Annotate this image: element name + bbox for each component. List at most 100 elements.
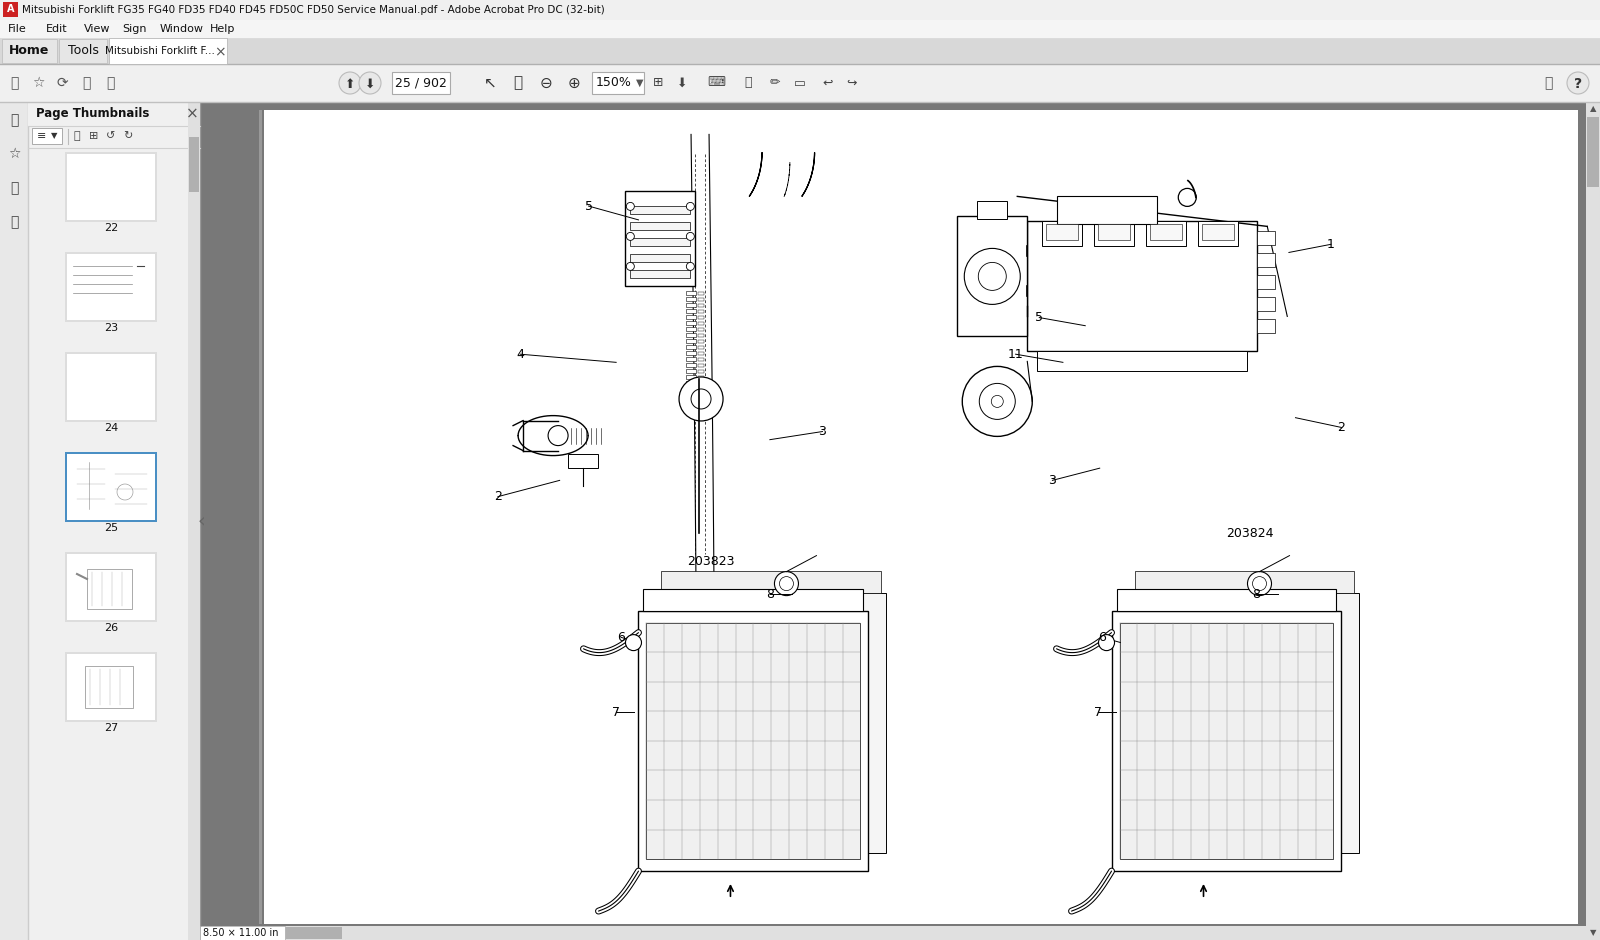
Text: 💬: 💬 (1544, 76, 1552, 90)
Circle shape (779, 576, 794, 590)
Bar (698, 358, 704, 361)
Circle shape (358, 72, 381, 94)
Text: ☆: ☆ (32, 76, 45, 90)
Bar (1042, 222, 1082, 246)
Text: ⊕: ⊕ (568, 75, 581, 90)
Bar (2, 39, 58, 63)
Text: Home: Home (10, 44, 50, 57)
Text: ✏: ✏ (770, 76, 781, 89)
Bar (686, 291, 696, 295)
Bar (1146, 222, 1186, 246)
Bar (67, 154, 155, 220)
Circle shape (978, 262, 1006, 290)
Text: ▲: ▲ (1590, 104, 1597, 114)
Bar (1258, 275, 1275, 290)
Bar (109, 38, 227, 64)
Bar (686, 382, 696, 385)
Bar (67, 554, 155, 620)
Text: Window: Window (160, 24, 205, 34)
Text: ▭: ▭ (794, 76, 806, 89)
Text: 6: 6 (1098, 631, 1106, 644)
Bar (1134, 571, 1355, 592)
Text: 📎: 📎 (10, 215, 18, 229)
Text: 150%: 150% (597, 76, 632, 89)
Bar (630, 239, 690, 246)
Bar (29, 102, 200, 940)
Bar (698, 322, 704, 325)
Text: ↖: ↖ (483, 75, 496, 90)
Text: 2: 2 (494, 490, 502, 503)
Text: 🔖: 🔖 (10, 181, 18, 195)
Bar (638, 611, 869, 871)
Text: ↺: ↺ (106, 131, 115, 141)
Bar (656, 592, 886, 854)
Bar (66, 652, 157, 722)
Text: 25: 25 (104, 523, 118, 533)
Bar (686, 345, 696, 350)
Bar (66, 552, 157, 622)
Bar (686, 316, 696, 320)
Text: 5: 5 (584, 199, 592, 212)
Text: Edit: Edit (46, 24, 67, 34)
Text: 3: 3 (1048, 474, 1056, 487)
Bar (686, 297, 696, 302)
Bar (189, 137, 198, 192)
Circle shape (626, 232, 634, 241)
Bar (686, 369, 696, 373)
Text: 6: 6 (618, 631, 626, 644)
Bar (67, 354, 155, 420)
Bar (0, 38, 1600, 64)
Bar (0, 102, 29, 940)
Bar (698, 395, 704, 398)
Circle shape (691, 389, 710, 409)
Bar (698, 352, 704, 355)
Text: ×: × (186, 106, 198, 121)
Bar (698, 317, 704, 320)
Circle shape (962, 367, 1032, 436)
Circle shape (774, 572, 798, 596)
Bar (978, 201, 1008, 219)
Text: Help: Help (210, 24, 235, 34)
Text: ✋: ✋ (514, 75, 523, 90)
Text: File: File (8, 24, 27, 34)
Bar (32, 128, 62, 144)
Circle shape (1566, 72, 1589, 94)
Text: ↪: ↪ (846, 76, 858, 89)
Text: 8: 8 (766, 588, 774, 601)
Bar (1258, 254, 1275, 267)
Bar (29, 102, 200, 126)
Text: Sign: Sign (122, 24, 147, 34)
Bar (698, 400, 704, 403)
Bar (66, 152, 157, 222)
Text: Mitsubishi Forklift FG35 FG40 FD35 FD40 FD45 FD50C FD50 Service Manual.pdf - Ado: Mitsubishi Forklift FG35 FG40 FD35 FD40 … (22, 5, 605, 15)
Bar (686, 334, 696, 337)
Text: ▼: ▼ (51, 132, 58, 140)
Bar (698, 388, 704, 391)
Bar (630, 207, 690, 214)
Text: ⟳: ⟳ (56, 76, 67, 90)
Bar (630, 271, 690, 278)
Circle shape (626, 634, 642, 650)
Bar (686, 304, 696, 307)
Text: 23: 23 (104, 323, 118, 333)
Bar (189, 102, 200, 940)
Text: 🗑: 🗑 (74, 131, 80, 141)
Text: Tools: Tools (67, 44, 99, 57)
Bar (686, 400, 696, 403)
Bar (686, 364, 696, 368)
Circle shape (678, 377, 723, 421)
Bar (1587, 117, 1598, 187)
Bar (1094, 222, 1134, 246)
Text: 203823: 203823 (686, 556, 734, 569)
Circle shape (1178, 188, 1197, 207)
Bar (0, 102, 1600, 940)
Text: ≡: ≡ (37, 131, 46, 141)
Bar (698, 406, 704, 410)
Bar (646, 622, 861, 859)
Bar (1198, 222, 1238, 246)
Text: 26: 26 (104, 623, 118, 633)
Bar (1586, 102, 1600, 940)
Bar (85, 666, 133, 708)
Bar (67, 254, 155, 320)
Circle shape (339, 72, 362, 94)
